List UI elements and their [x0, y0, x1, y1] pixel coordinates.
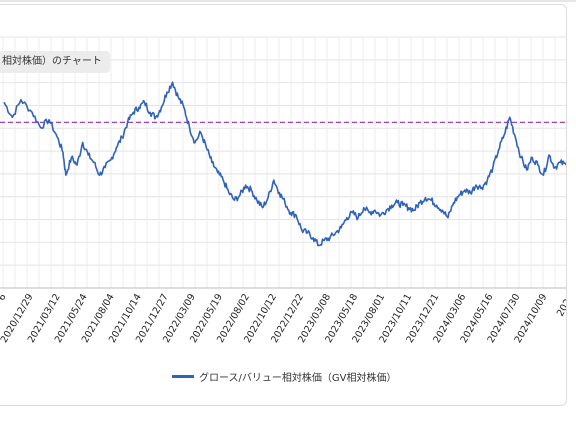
x-tick-label: 2024: [555, 292, 566, 318]
chart-tooltip: 相対株価）のチャート: [0, 51, 110, 73]
legend-swatch: [172, 374, 194, 378]
chart-legend[interactable]: グロース/バリュー相対株価（GV相対株価）: [172, 368, 396, 384]
grid-lines: [0, 36, 566, 289]
chart-card: 6 2020/12/29 2021/03/12 2021/05/24 2021/08/0…: [0, 4, 567, 406]
top-divider: [0, 0, 576, 2]
line-chart: 62020/12/292021/03/122021/05/242021/08/0…: [0, 36, 566, 345]
chart-tooltip-text: 相対株価）のチャート: [2, 56, 102, 67]
series-line-0: [3, 81, 566, 247]
legend-label: グロース/バリュー相対株価（GV相対株価）: [199, 372, 397, 384]
x-tick-label: 6: [0, 292, 9, 303]
